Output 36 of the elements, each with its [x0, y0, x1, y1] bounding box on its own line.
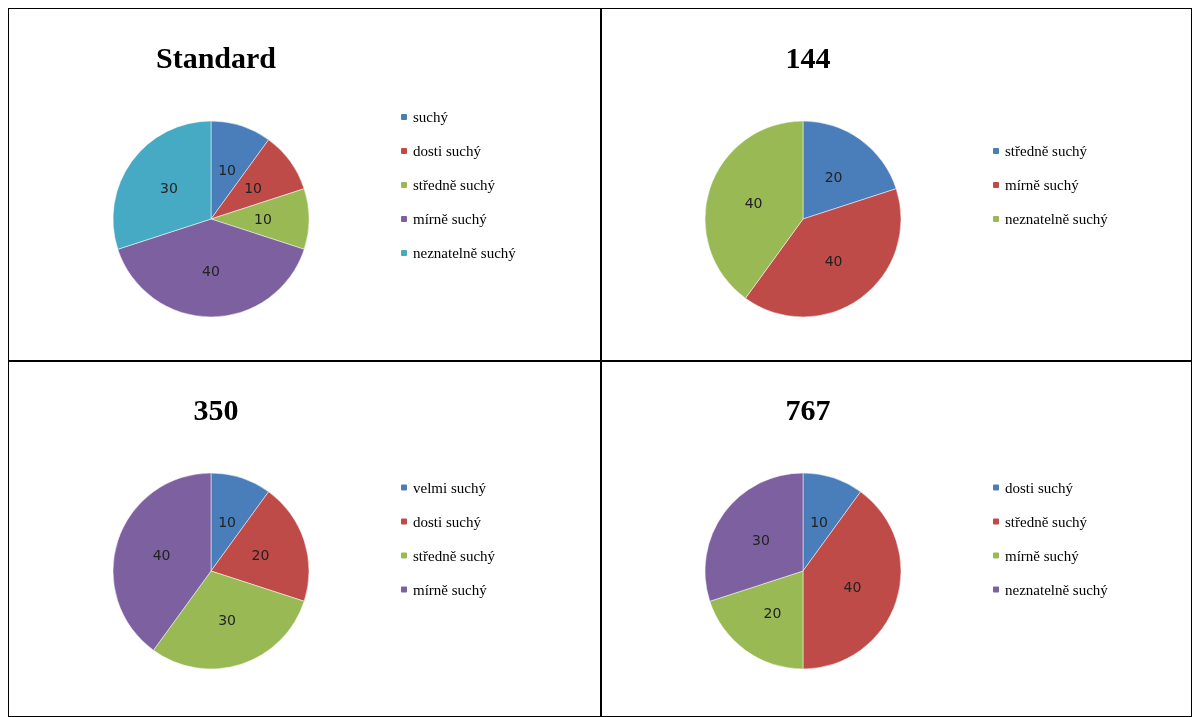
legend-label: mírně suchý: [1005, 177, 1080, 193]
legend-label: mírně suchý: [413, 211, 488, 227]
legend-label: mírně suchý: [1005, 547, 1080, 564]
data-label: 20: [763, 605, 782, 622]
data-label: 30: [218, 612, 236, 629]
legend-label: středně suchý: [413, 547, 496, 564]
legend-label: středně suchý: [1005, 143, 1088, 159]
chart-title: 767: [785, 392, 831, 426]
legend-label: neznatelně suchý: [1005, 581, 1109, 598]
data-label: 40: [843, 579, 862, 596]
legend-label: středně suchý: [1005, 513, 1088, 530]
data-label: 10: [218, 513, 236, 530]
legend-label: neznatelně suchý: [1005, 211, 1109, 227]
chart-title: 144: [785, 40, 831, 74]
legend-label: neznatelně suchý: [413, 245, 517, 261]
data-label: 10: [810, 513, 828, 530]
data-label: 20: [251, 546, 270, 563]
data-label: 40: [824, 253, 843, 270]
legend-label: dosti suchý: [413, 143, 482, 159]
data-label: 40: [152, 546, 171, 563]
legend-label: mírně suchý: [413, 581, 488, 598]
legend-label: velmi suchý: [413, 479, 487, 496]
legend-label: suchý: [413, 109, 449, 125]
data-label: 30: [752, 532, 770, 549]
data-label: 10: [218, 161, 236, 178]
legend-label: dosti suchý: [413, 513, 482, 530]
data-label: 20: [824, 168, 843, 185]
data-label: 10: [244, 180, 262, 197]
data-label: 40: [744, 194, 763, 211]
legend-label: středně suchý: [413, 177, 496, 193]
legend-label: dosti suchý: [1005, 479, 1074, 496]
data-label: 10: [254, 211, 272, 227]
chart-title: Standard: [155, 40, 277, 74]
data-label: 40: [202, 263, 220, 279]
chart-title: 350: [193, 392, 239, 426]
data-label: 30: [160, 180, 178, 197]
